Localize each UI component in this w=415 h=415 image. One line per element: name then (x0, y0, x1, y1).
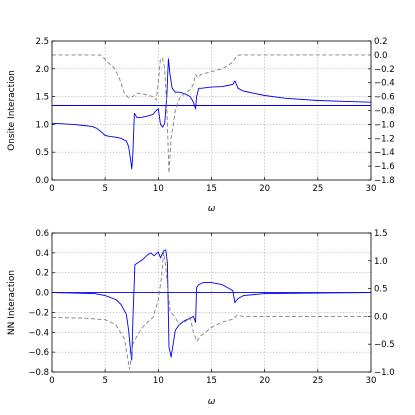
y-tick-label: 0.5 (35, 148, 49, 158)
y-tick-label: 0.0 (35, 176, 49, 186)
x-tick-label: 20 (259, 184, 270, 194)
y2-tick-label: −1.4 (374, 148, 395, 158)
x-tick-label: 20 (259, 376, 270, 386)
x-tick-label: 15 (206, 376, 217, 386)
y2-tick-label: −0.8 (374, 107, 395, 117)
y2-tick-label: 0.2 (374, 37, 388, 47)
x-axis-label: ω (208, 397, 216, 407)
y-tick-label: 0.4 (35, 249, 49, 259)
y-tick-label: −0.2 (28, 308, 49, 318)
y-tick-label: 1.0 (35, 120, 49, 130)
y-tick-label: 2.5 (35, 37, 49, 47)
right-axis-series-line-2 (52, 54, 371, 174)
y2-tick-label: −0.6 (374, 93, 395, 103)
nn-interaction-panel: 0 5 10 15 20 25 30 −0.8 −0.6 −0.4 −0.2 0.0 0.2 0.4 0.6… (7, 229, 395, 407)
y2-tick-label: 0.5 (374, 285, 388, 295)
y2-tick-label: −1.6 (374, 162, 395, 172)
x-tick-label: 25 (312, 376, 323, 386)
y-tick-label: −0.4 (28, 328, 49, 338)
y2-tick-label: 1.5 (374, 229, 388, 239)
y-axis-label: NN Interaction (7, 270, 17, 335)
y2-tick-label: −0.5 (374, 340, 395, 350)
plot-frame (51, 232, 372, 373)
y-tick-label: 0.0 (35, 289, 49, 299)
plot-frame (51, 40, 372, 181)
x-tick-label: 5 (102, 376, 107, 386)
y2-tick-label: −1.0 (374, 120, 395, 130)
x-tick-label: 30 (366, 376, 377, 386)
x-tick-label: 25 (312, 184, 323, 194)
series-group (52, 54, 371, 174)
y2-tick-label: 0.0 (374, 312, 388, 322)
y-tick-label: 0.6 (35, 229, 49, 239)
right-axis-series-line-2 (52, 252, 371, 370)
y2-tick-label: −1.0 (374, 368, 395, 378)
y2-tick-label: −1.2 (374, 134, 395, 144)
y2-tick-label: −1.8 (374, 176, 395, 186)
left-axis-series-line-0 (52, 249, 371, 361)
x-tick-label: 10 (153, 376, 164, 386)
y-tick-label: 0.2 (35, 269, 49, 279)
x-tick-label: 0 (49, 184, 54, 194)
y2-tick-label: 0.0 (374, 51, 388, 61)
onsite-interaction-panel: 0 5 10 15 20 25 30 0.0 0.5 1.0 1.5 2.0 2.5 −1.8 −1.6 −1… (7, 37, 395, 214)
y-axis-label: Onsite Interaction (7, 70, 17, 151)
y-tick-label: 2.0 (35, 65, 49, 75)
x-tick-label: 5 (102, 184, 107, 194)
y2-tick-label: −0.2 (374, 65, 395, 75)
y-tick-label: −0.6 (28, 348, 49, 358)
x-tick-label: 15 (206, 184, 217, 194)
y-tick-label: −0.8 (28, 368, 49, 378)
x-tick-label: 10 (153, 184, 164, 194)
y2-tick-label: −0.4 (374, 79, 395, 89)
x-axis-label: ω (208, 204, 216, 214)
y-tick-label: 1.5 (35, 93, 49, 103)
x-tick-label: 0 (49, 376, 54, 386)
x-tick-label: 30 (366, 184, 377, 194)
left-axis-series-line-0 (52, 58, 371, 170)
y2-tick-label: 1.0 (374, 257, 388, 267)
series-group (52, 249, 371, 370)
